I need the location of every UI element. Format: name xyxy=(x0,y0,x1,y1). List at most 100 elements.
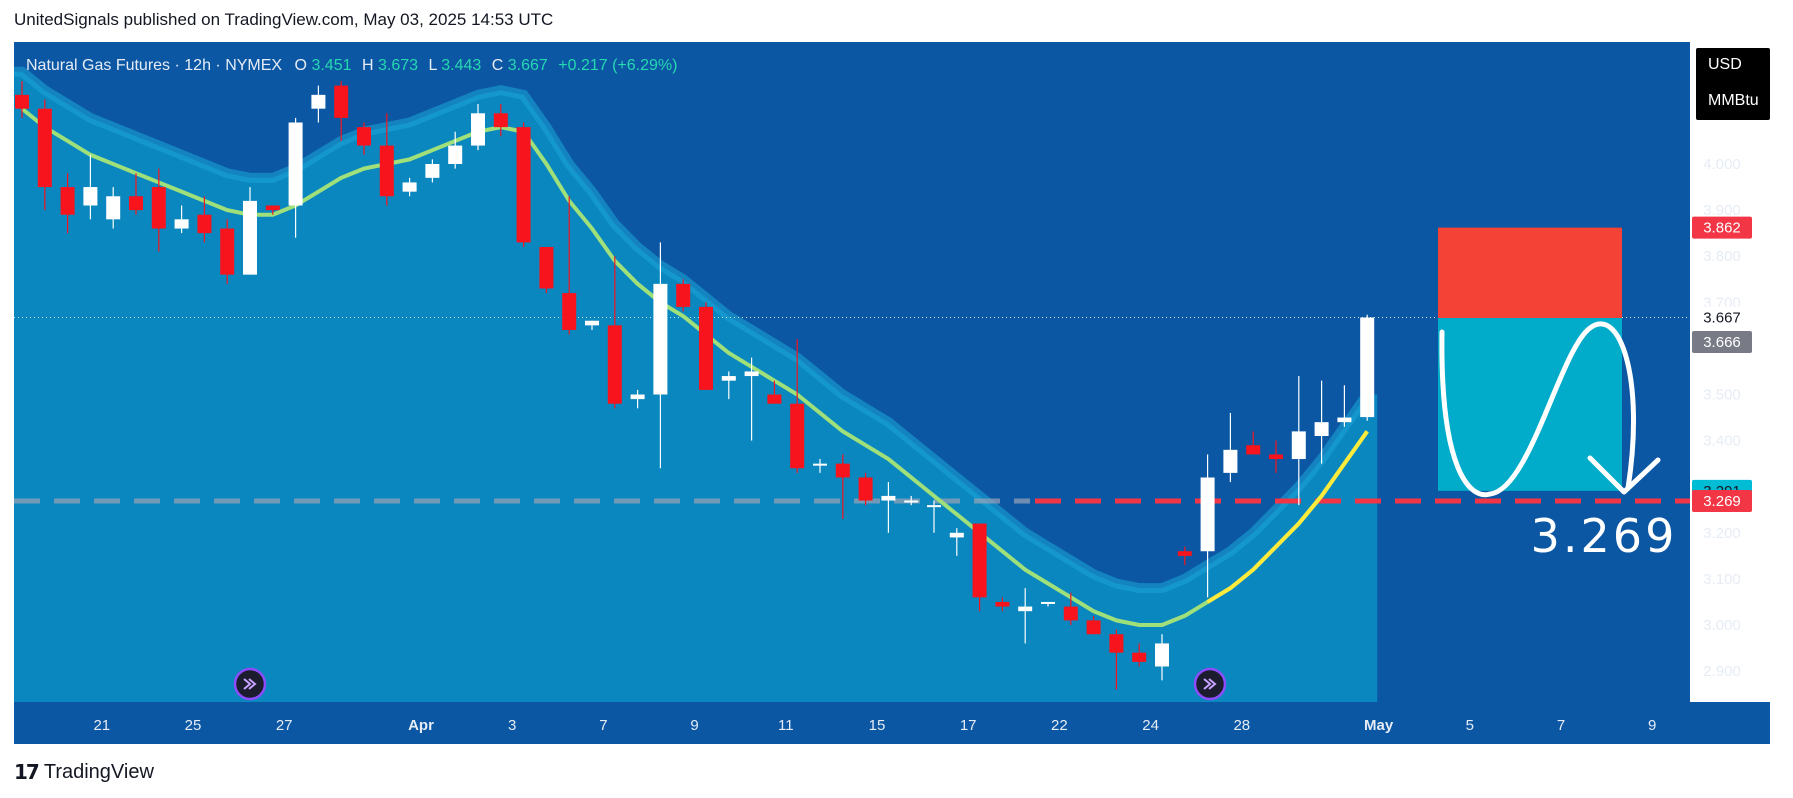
price-tag-bg xyxy=(1692,216,1752,239)
candle-body xyxy=(585,320,599,326)
brand-name: TradingView xyxy=(43,760,154,783)
candle xyxy=(881,482,896,533)
arrow-circle-icon xyxy=(1193,667,1227,701)
candle xyxy=(1177,546,1192,566)
candle xyxy=(357,122,371,155)
x-tick-label: 9 xyxy=(690,717,698,734)
candle xyxy=(721,371,736,400)
candle xyxy=(129,173,143,215)
candle xyxy=(243,187,257,275)
event-markers[interactable] xyxy=(233,667,1227,701)
y-tick-label: 3.800 xyxy=(1703,248,1741,265)
candle xyxy=(1246,431,1261,455)
candle-body xyxy=(676,283,691,307)
y-tick-label: 3.200 xyxy=(1703,525,1741,542)
candle-body xyxy=(1177,551,1192,556)
candle-body xyxy=(425,164,440,178)
candle-body xyxy=(197,214,212,234)
marker-chevrons xyxy=(243,678,257,690)
price-tag-bg xyxy=(1692,306,1752,329)
symbol-name: Natural Gas Futures · 12h · NYMEX xyxy=(26,57,282,74)
candle xyxy=(1223,412,1238,483)
time-axis[interactable]: 21 25 27 Apr 3 7 9 11 15 17 22 24 28 May 5 7 9 xyxy=(14,702,1770,744)
candle-body xyxy=(767,394,782,404)
candle-body xyxy=(1246,445,1261,455)
candle-body xyxy=(1223,449,1238,473)
y-tick-label: 4.000 xyxy=(1703,156,1741,173)
tradingview-brand[interactable]: 17 TradingView xyxy=(14,760,154,784)
open-value: 3.451 xyxy=(311,57,351,74)
price-tag: 3.666 xyxy=(1692,330,1752,353)
candle-body xyxy=(151,187,166,229)
candle xyxy=(106,187,121,229)
forecast-curve xyxy=(1439,321,1636,498)
candle-body xyxy=(904,500,919,503)
candle xyxy=(995,597,1010,612)
tradingview-logo-icon: 17 xyxy=(14,760,40,784)
candle-body xyxy=(334,85,349,118)
candle xyxy=(1200,454,1215,598)
price-tag-bg xyxy=(1692,330,1752,353)
y-tick-label: 3.400 xyxy=(1703,433,1741,450)
x-tick-label: 7 xyxy=(599,717,607,734)
x-tick-label: 24 xyxy=(1142,717,1159,734)
currency-unit-box[interactable]: USD MMBtu xyxy=(1696,48,1770,120)
candle xyxy=(83,154,98,220)
candle xyxy=(1337,385,1352,427)
candle-body xyxy=(813,463,827,466)
forecast-path xyxy=(1439,321,1661,498)
close-label: C xyxy=(492,57,504,74)
candle-body xyxy=(471,113,485,146)
candle xyxy=(607,256,622,409)
candle-body xyxy=(1109,634,1124,653)
candle xyxy=(493,104,508,137)
candle xyxy=(60,173,75,234)
candle xyxy=(790,339,805,473)
candle xyxy=(1291,376,1306,506)
candle xyxy=(1132,643,1147,667)
candle-body xyxy=(1360,317,1375,418)
candle-body xyxy=(835,463,850,478)
candle xyxy=(288,117,303,238)
price-tag: 3.269 xyxy=(1692,489,1752,512)
candle xyxy=(471,104,485,151)
candle xyxy=(15,81,29,118)
x-tick-label: 9 xyxy=(1648,717,1656,734)
x-tick-label: 21 xyxy=(93,717,110,734)
candle-body xyxy=(15,94,29,109)
candle xyxy=(220,219,235,284)
candle-body xyxy=(288,122,303,206)
candle xyxy=(539,246,554,294)
candle-body xyxy=(243,200,257,275)
x-tick-label: 27 xyxy=(276,717,293,734)
short-position-tool[interactable] xyxy=(1438,227,1622,491)
y-tick-label: 3.000 xyxy=(1703,617,1741,634)
candle-body xyxy=(653,283,668,395)
y-tick-label: 3.500 xyxy=(1703,387,1741,404)
price-tag-text: 3.666 xyxy=(1703,334,1741,351)
candle-body xyxy=(357,127,371,146)
candle-body xyxy=(699,306,713,390)
x-tick-label: 15 xyxy=(869,717,886,734)
arrow-circle-icon xyxy=(233,667,267,701)
high-value: 3.673 xyxy=(378,57,418,74)
price-axis[interactable]: 4.0003.9003.8003.7003.5003.4003.3003.200… xyxy=(1692,156,1752,680)
candle xyxy=(334,81,349,141)
candle-body xyxy=(995,601,1010,607)
stop-loss-zone xyxy=(1438,227,1622,318)
publish-info: UnitedSignals published on TradingView.c… xyxy=(14,10,554,29)
candle-body xyxy=(1132,652,1147,662)
candle xyxy=(1018,588,1033,644)
candle-body xyxy=(448,145,463,164)
candle-body xyxy=(402,182,417,192)
price-tag-text: 3.862 xyxy=(1703,220,1741,237)
candle xyxy=(972,523,987,612)
candle-body xyxy=(1291,431,1306,460)
candle xyxy=(311,85,326,123)
currency-label: USD xyxy=(1708,56,1742,73)
x-tick-label: 7 xyxy=(1557,717,1565,734)
candle xyxy=(448,131,463,169)
candle xyxy=(630,389,645,409)
ohlc-legend: Natural Gas Futures · 12h · NYMEX O 3.45… xyxy=(26,57,677,74)
